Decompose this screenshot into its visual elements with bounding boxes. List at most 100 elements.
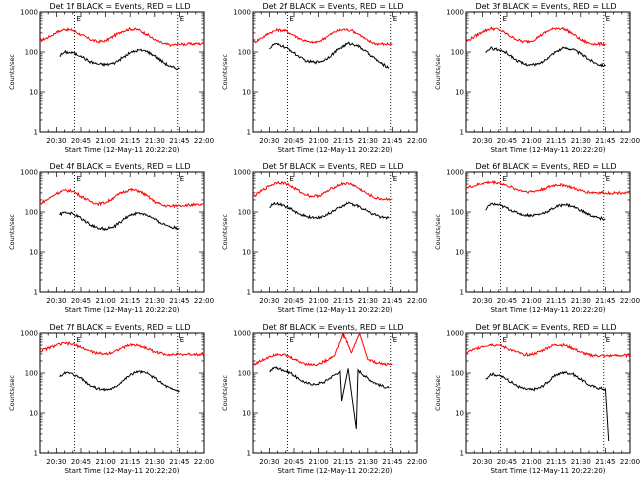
marker-left-label: E: [76, 336, 80, 344]
events-series-line: [485, 370, 610, 442]
x-tick-label: 21:00: [522, 458, 542, 466]
y-tick-label: 100: [25, 209, 38, 217]
x-tick-label: 21:00: [96, 458, 116, 466]
y-axis-label: Counts/sec: [221, 54, 229, 90]
y-axis-label: Counts/sec: [8, 375, 16, 411]
y-tick-label: 10: [455, 89, 464, 97]
x-tick-label: 20:30: [46, 137, 66, 145]
x-tick-label: 22:00: [620, 458, 640, 466]
x-tick-label: 21:45: [595, 137, 615, 145]
events-series-line: [269, 201, 390, 220]
plot-frame: [39, 332, 205, 454]
panel-title: Det 5f BLACK = Events, RED = LLD: [262, 162, 403, 171]
x-tick-label: 21:45: [595, 297, 615, 305]
x-tick-label: 21:45: [382, 137, 402, 145]
marker-right-label: E: [606, 336, 610, 344]
y-axis-label: Counts/sec: [221, 375, 229, 411]
panel-4: Det 4f BLACK = Events, RED = LLD 1 10 100 10…: [8, 162, 214, 314]
y-tick-label: 100: [451, 49, 464, 57]
y-tick-label: 1000: [20, 9, 38, 17]
y-tick-label: 1: [460, 289, 464, 297]
x-tick-label: 21:15: [120, 137, 140, 145]
panel-6: Det 6f BLACK = Events, RED = LLD 1 10 100 10…: [434, 162, 640, 314]
x-tick-label: 21:30: [145, 137, 165, 145]
panel-2: Det 2f BLACK = Events, RED = LLD 1 10 100 10…: [221, 2, 427, 154]
x-tick-label: 20:45: [71, 137, 91, 145]
events-series-line: [485, 46, 606, 68]
x-tick-label: 22:00: [407, 137, 427, 145]
y-axis-label: Counts/sec: [434, 375, 442, 411]
x-tick-label: 21:00: [522, 137, 542, 145]
x-axis-label: Start Time (12-May-11 20:22:20): [490, 306, 605, 314]
x-tick-label: 21:00: [96, 297, 116, 305]
lld-series-line: [39, 26, 204, 48]
x-tick-label: 21:15: [333, 137, 353, 145]
y-tick-label: 1000: [20, 330, 38, 338]
x-axis-label: Start Time (12-May-11 20:22:20): [490, 146, 605, 154]
y-tick-label: 100: [238, 370, 251, 378]
x-tick-label: 21:00: [522, 297, 542, 305]
y-tick-label: 10: [242, 89, 251, 97]
y-tick-label: 1000: [233, 169, 251, 177]
x-tick-label: 22:00: [194, 137, 214, 145]
x-axis-label: Start Time (12-May-11 20:22:20): [277, 467, 392, 475]
y-tick-label: 1: [34, 450, 38, 458]
events-series-line: [269, 41, 390, 69]
y-tick-label: 100: [25, 49, 38, 57]
x-tick-label: 20:30: [46, 458, 66, 466]
x-tick-label: 20:30: [472, 458, 492, 466]
lld-series-line: [465, 26, 606, 47]
lld-series-line: [39, 187, 205, 209]
x-tick-label: 21:45: [169, 297, 189, 305]
panel-title: Det 2f BLACK = Events, RED = LLD: [262, 2, 403, 11]
panel-8: Det 8f BLACK = Events, RED = LLD 1 10 100 10…: [221, 323, 427, 475]
y-tick-label: 10: [29, 89, 38, 97]
x-tick-label: 20:45: [71, 297, 91, 305]
plot-frame: [252, 171, 418, 293]
x-tick-label: 21:00: [309, 458, 329, 466]
y-tick-label: 100: [25, 370, 38, 378]
y-tick-label: 1: [247, 289, 251, 297]
panel-title: Det 3f BLACK = Events, RED = LLD: [475, 2, 616, 11]
x-tick-label: 21:00: [309, 297, 329, 305]
x-tick-label: 21:15: [120, 458, 140, 466]
x-tick-label: 22:00: [194, 458, 214, 466]
x-tick-label: 20:45: [497, 458, 517, 466]
plot-frame: [465, 171, 631, 293]
marker-left-label: E: [502, 15, 506, 23]
x-tick-label: 21:15: [546, 458, 566, 466]
y-tick-label: 10: [455, 249, 464, 257]
y-tick-label: 1: [460, 129, 464, 137]
marker-right-label: E: [393, 336, 397, 344]
x-tick-label: 20:45: [284, 137, 304, 145]
x-tick-label: 20:45: [497, 297, 517, 305]
x-axis-label: Start Time (12-May-11 20:22:20): [490, 467, 605, 475]
x-tick-label: 21:30: [145, 297, 165, 305]
marker-right-label: E: [606, 15, 610, 23]
y-tick-label: 100: [238, 49, 251, 57]
y-tick-label: 1000: [233, 9, 251, 17]
x-tick-label: 21:45: [595, 458, 615, 466]
lld-series-line: [465, 180, 631, 196]
panel-7: Det 7f BLACK = Events, RED = LLD 1 10 100 10…: [8, 323, 214, 475]
marker-right-label: E: [180, 175, 184, 183]
marker-left-label: E: [76, 15, 80, 23]
x-tick-label: 21:30: [145, 458, 165, 466]
events-series-line: [269, 366, 390, 429]
events-series-line: [485, 202, 606, 221]
marker-left-label: E: [502, 336, 506, 344]
y-tick-label: 100: [238, 209, 251, 217]
x-axis-label: Start Time (12-May-11 20:22:20): [64, 146, 179, 154]
y-tick-label: 10: [29, 249, 38, 257]
x-tick-label: 20:30: [259, 458, 279, 466]
x-tick-label: 20:30: [259, 297, 279, 305]
x-tick-label: 20:30: [472, 137, 492, 145]
y-tick-label: 1000: [233, 330, 251, 338]
x-tick-label: 21:00: [309, 137, 329, 145]
x-tick-label: 20:45: [284, 458, 304, 466]
x-tick-label: 21:30: [358, 458, 378, 466]
x-tick-label: 21:15: [120, 297, 140, 305]
x-axis-label: Start Time (12-May-11 20:22:20): [277, 146, 392, 154]
y-tick-label: 1: [247, 129, 251, 137]
y-tick-label: 100: [451, 209, 464, 217]
